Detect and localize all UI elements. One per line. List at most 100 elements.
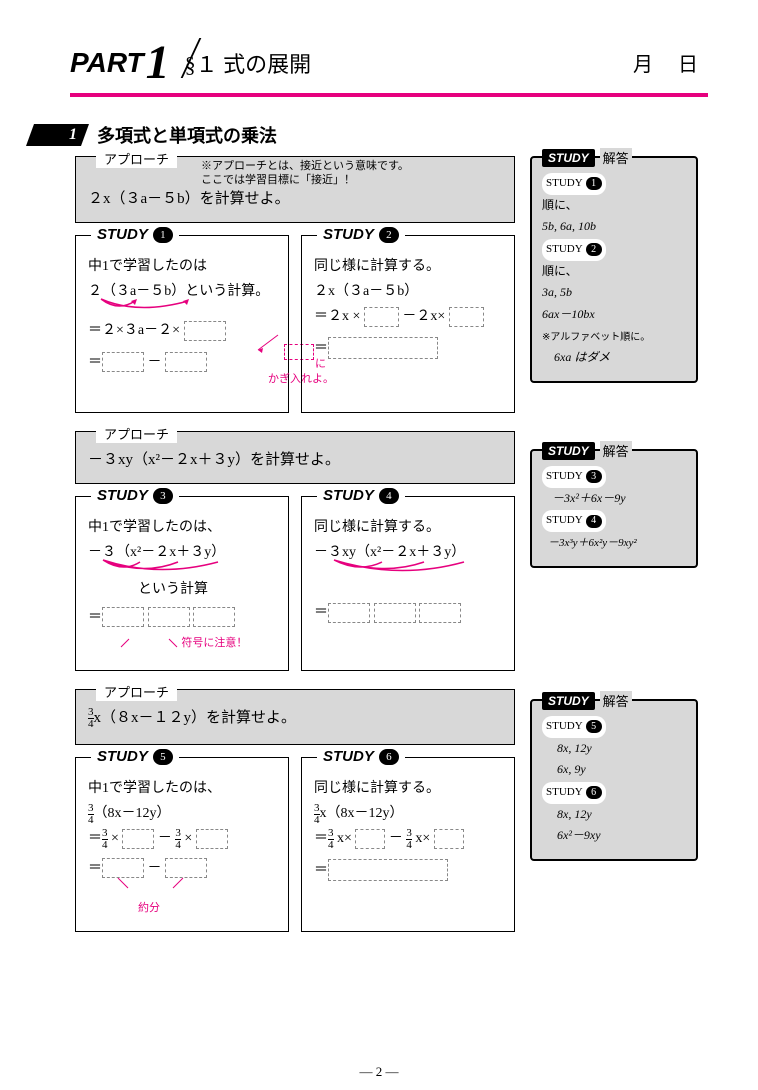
blank-box [102,858,144,878]
s6b: － [389,831,403,846]
study-word: STUDY [97,487,148,504]
approach-body-2: －３xy（x²－２x＋３y）を計算せよ。 [88,448,502,469]
study6-l1: 同じ様に計算する。 [314,776,504,801]
approach-note: ※アプローチとは、接近という意味です。 ここでは学習目標に「接近」！ [201,159,409,188]
page-header: PART 1 §１ 式の展開 月 日 [0,0,758,90]
study-word: STUDY [323,748,374,765]
subsection-title: 多項式と単項式の乗法 [97,122,277,148]
ans2-l1: －3x²＋6x－9y [552,491,626,505]
approach-box-1: アプローチ ※アプローチとは、接近という意味です。 ここでは学習目標に「接近」！… [75,156,515,223]
approach-box-3: アプローチ 34x（８x－１２y）を計算せよ。 [75,689,515,745]
page-number: — 2 — [0,1064,758,1080]
study-word: STUDY [97,748,148,765]
study2-l1: 同じ様に計算する。 [314,254,504,279]
blank-box [102,607,144,627]
s5d: － [148,861,162,876]
ans1-l1: 順に、 [542,198,578,212]
answer-panel-3: STUDY 解答 STUDY5 8x, 12y 6x, 9y STUDY6 8x… [530,699,698,861]
approach-note-l1: ※アプローチとは、接近という意味です。 [201,160,409,172]
answer-panel-2: STUDY 解答 STUDY3 －3x²＋6x－9y STUDY4 －3x³y＋… [530,449,698,568]
study-word: STUDY [323,226,374,243]
s5a: × [111,831,119,846]
approach-body-3: 34x（８x－１２y）を計算せよ。 [88,706,502,730]
subsection-header: 1 多項式と単項式の乗法 [30,122,758,148]
mini-study-3: STUDY3 [542,466,606,488]
blank-box [374,603,416,623]
answer-tab: STUDY 解答 [542,148,632,167]
ans3-l3: 8x, 12y [557,807,592,821]
study-tab-4: STUDY 4 [317,487,405,504]
mini-study-1: STUDY1 [542,173,606,195]
blank-box [165,352,207,372]
study-badge-3: 3 [153,488,173,504]
blank-box [419,603,461,623]
study3-l2: －３（x²－２x＋３y） [88,545,225,560]
subsection-num: 1 [69,126,77,144]
answer-study-word: STUDY [542,149,595,167]
answer-study-word: STUDY [542,442,595,460]
blank-box [196,829,228,849]
study-box-5: STUDY 5 中1で学習したのは、 34（8x－12y） ＝34 × － 34… [75,757,289,932]
answer-tab: STUDY 解答 [542,691,632,710]
study6-content: 同じ様に計算する。 34x（8x－12y） ＝34 x× － 34 x× ＝ [314,776,504,883]
study-box-2: STUDY 2 同じ様に計算する。 ２x（３a－５b） ＝２x × －２x× ＝ [301,235,515,413]
part-number: 1 [146,35,170,90]
blank-box [165,858,207,878]
ans1-l3: 順に、 [542,264,578,278]
mini-study-5: STUDY5 [542,716,606,738]
s5b: － [158,831,172,846]
ans2-l2: －3x³y＋6x²y－9xy² [548,537,637,549]
ans1-l7: 6xa はダメ [554,350,610,364]
subsection-badge: 1 [26,124,89,146]
study5-l2: （8x－12y） [94,806,171,821]
approach-label: アプローチ [96,149,177,168]
study1-l3: ＝２×３a－２× [88,323,180,338]
ans3-l1: 8x, 12y [557,741,592,755]
s5c: × [184,831,192,846]
blank-box [434,829,464,849]
study-tab-1: STUDY 1 [91,226,179,243]
blank-box [364,307,399,327]
pink-rule [70,93,708,97]
study2-content: 同じ様に計算する。 ２x（３a－５b） ＝２x × －２x× ＝ [314,254,504,361]
study-tab-2: STUDY 2 [317,226,405,243]
approach-box-2: アプローチ －３xy（x²－２x＋３y）を計算せよ。 [75,431,515,484]
study-badge-1: 1 [153,227,173,243]
study4-l2: －３xy（x²－２x＋３y） [314,545,465,560]
study3-l1: 中1で学習したのは、 [88,515,278,540]
study-box-1: STUDY 1 中1で学習したのは ２（３a－５b）という計算。 ＝２×３a－２… [75,235,289,413]
arrow-icon [93,297,223,315]
mini-study-4: STUDY4 [542,510,606,532]
blank-box [102,352,144,372]
ans1-l6: ※アルファベット順に。 [542,332,650,343]
approach-label: アプローチ [96,682,177,701]
blank-box [328,859,448,881]
study-badge-6: 6 [379,749,399,765]
mini-study-6: STUDY6 [542,782,606,804]
study-word: STUDY [323,487,374,504]
blank-box [328,337,438,359]
study1-l2: ２（３a－５b）という計算。 [88,284,269,299]
study-badge-2: 2 [379,227,399,243]
study6-l2: x（8x－12y） [320,806,404,821]
study2-l3b: －２x× [402,309,445,324]
study-tab-3: STUDY 3 [91,487,179,504]
blank-box [148,607,190,627]
study5-l1: 中1で学習したのは、 [88,776,278,801]
s6c: x× [415,831,430,846]
blank-box [122,829,154,849]
ans1-l2: 5b, 6a, 10b [542,219,596,233]
arrow-icon [314,558,484,578]
study-badge-4: 4 [379,488,399,504]
part-label: PART [70,47,144,79]
blank-box [184,321,226,341]
answer-study-word: STUDY [542,692,595,710]
answer-content-1: STUDY1 順に、 5b, 6a, 10b STUDY2 順に、 3a, 5b… [542,172,686,369]
blank-box [193,607,235,627]
blank-box [355,829,385,849]
ans3-l2: 6x, 9y [557,762,586,776]
study3-note: 符号に注意！ [88,634,278,654]
study-tab-6: STUDY 6 [317,748,405,765]
study1-l1: 中1で学習したのは [88,254,278,279]
study-badge-5: 5 [153,749,173,765]
